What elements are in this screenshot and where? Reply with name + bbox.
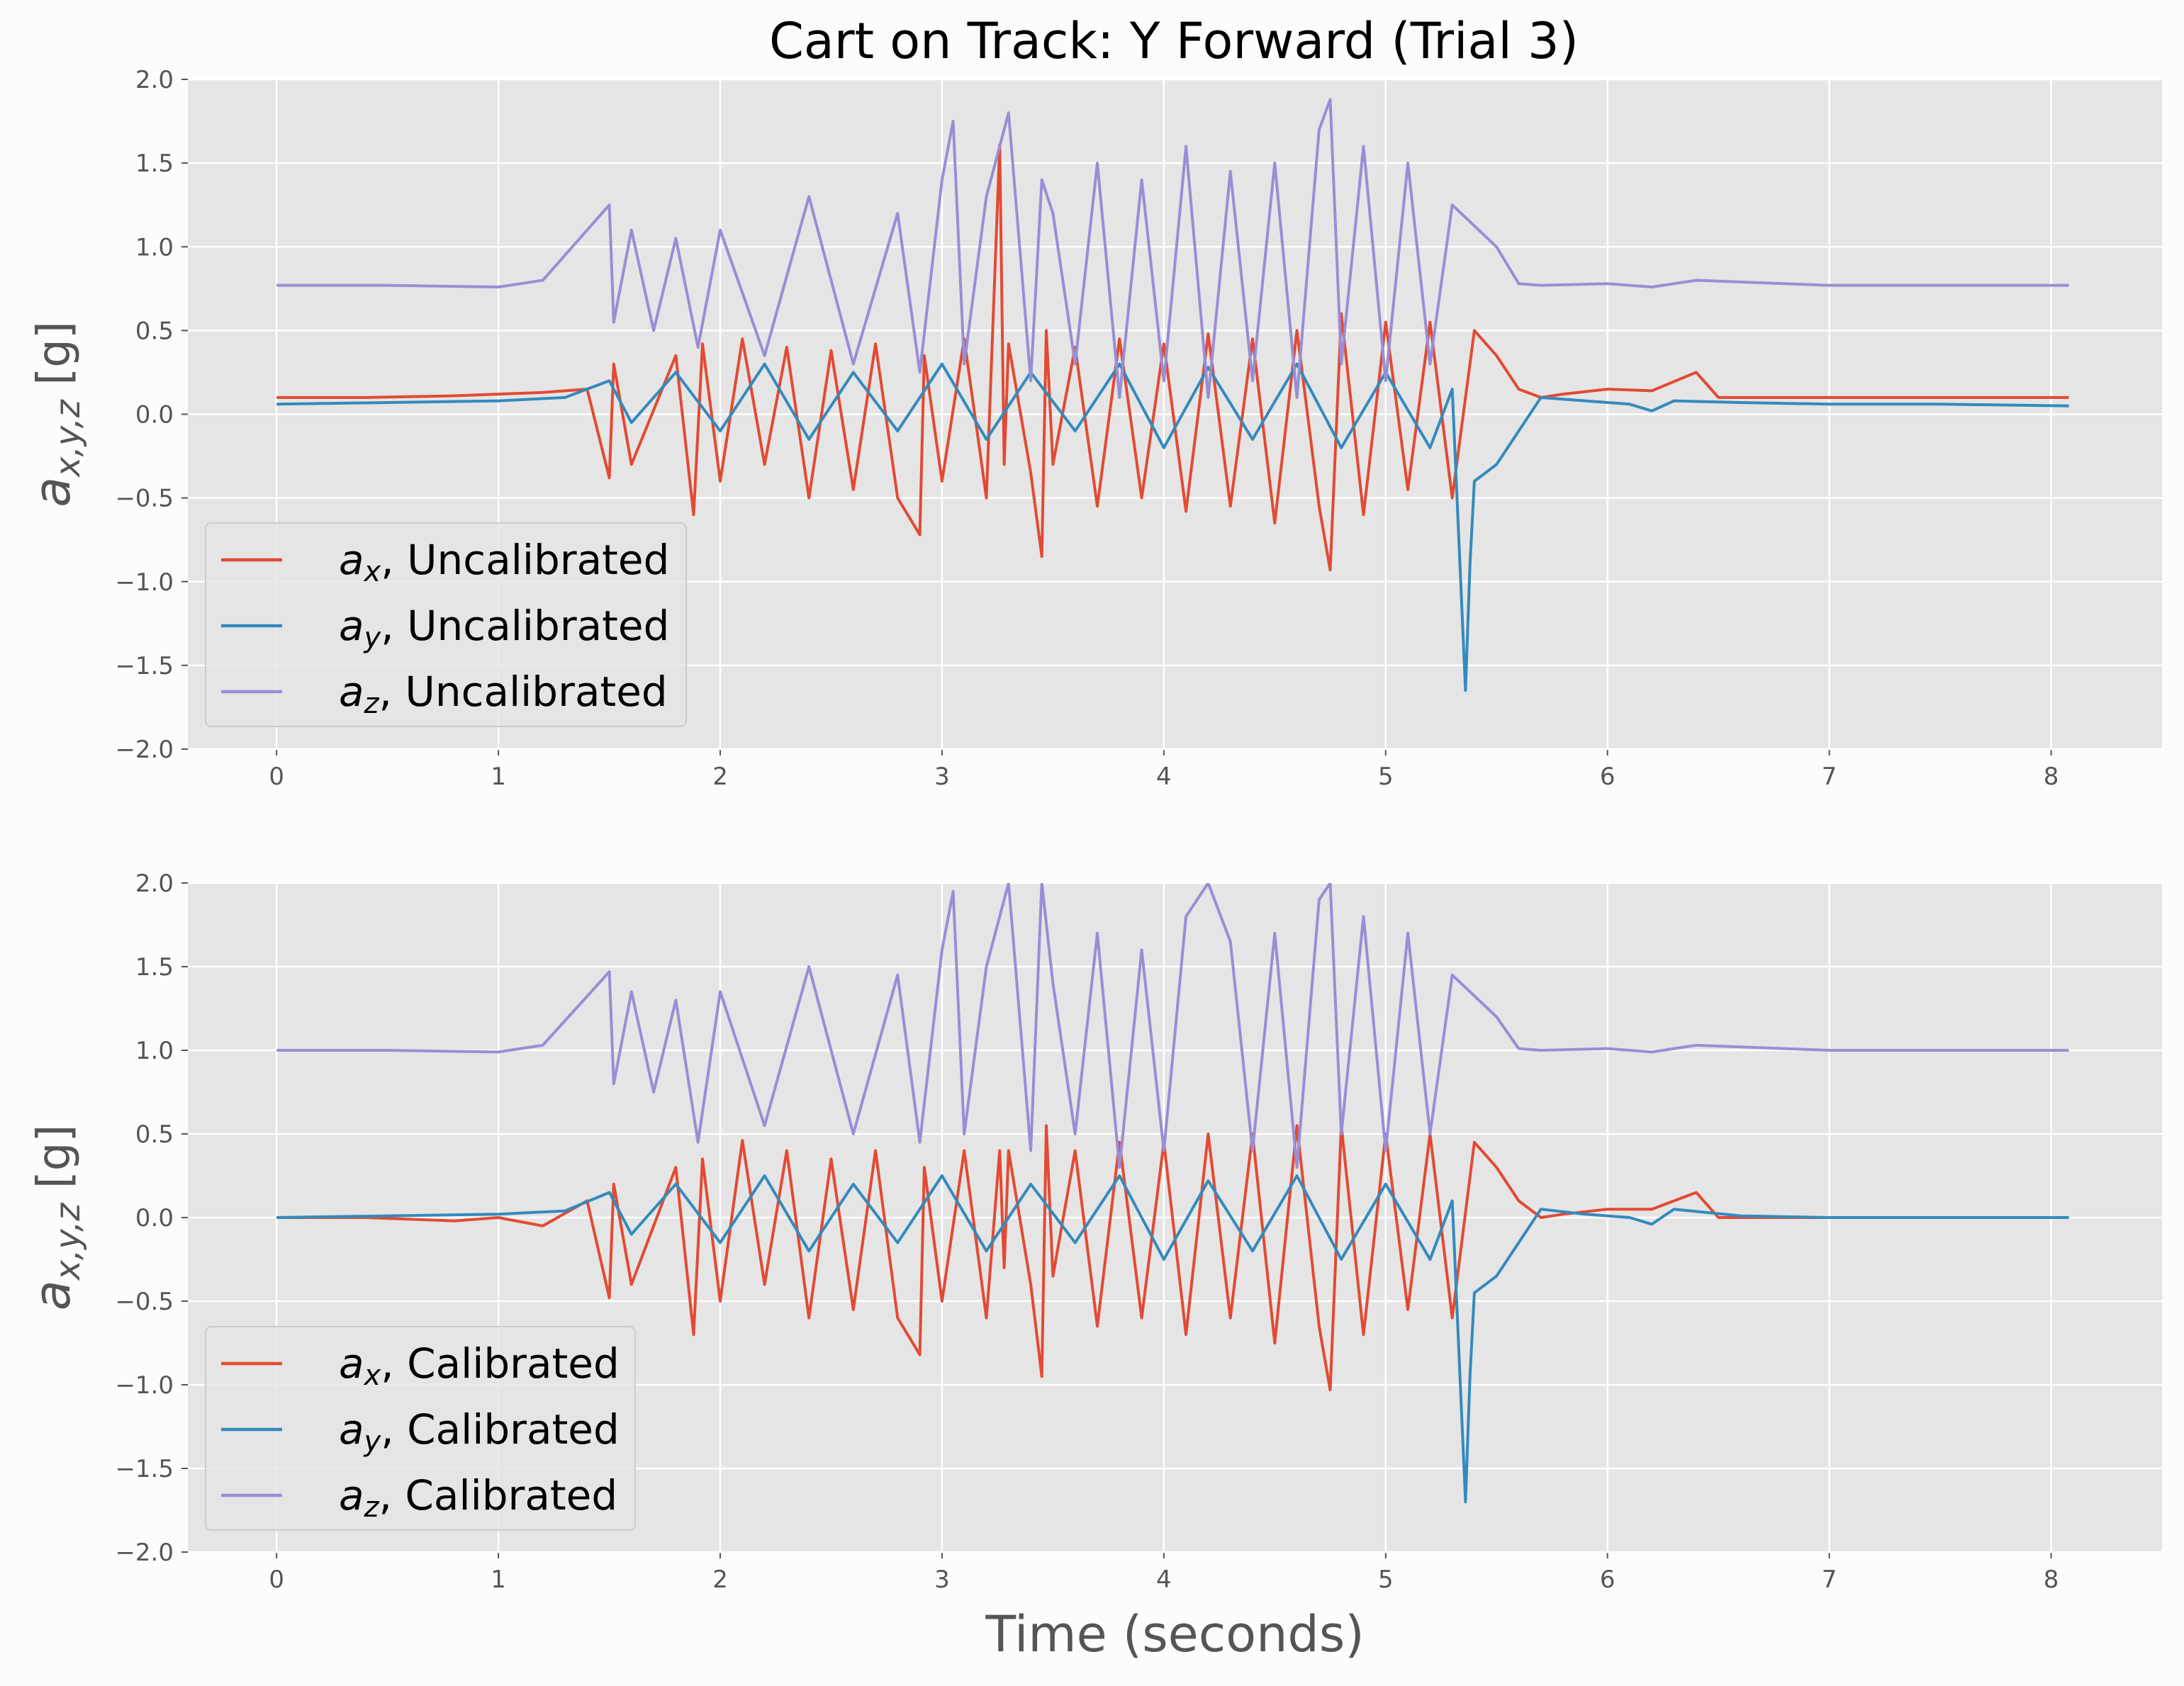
y-tick-label: 1.0 — [135, 233, 174, 262]
x-tick-label: 8 — [2044, 1566, 2059, 1594]
legend-label-z: az, Uncalibrated — [339, 668, 668, 720]
x-tick-label: 5 — [1378, 763, 1394, 791]
x-tick-label: 3 — [934, 763, 950, 791]
y-tick-label: 0.0 — [135, 1204, 174, 1232]
x-tick-label: 6 — [1600, 763, 1615, 791]
x-axis-label: Time (seconds) — [985, 1605, 1364, 1663]
x-tick-label: 7 — [1822, 1566, 1837, 1594]
y-tick-label: 0.5 — [135, 1120, 174, 1149]
series-line-y — [276, 1174, 2069, 1504]
y-tick-label: −1.5 — [115, 652, 174, 680]
legend: ax, Uncalibrated ay, Uncalibrated az, Unca… — [205, 522, 687, 727]
y-axis-label: ax,y,z [g] — [23, 321, 88, 507]
series-line-x — [276, 1124, 2069, 1392]
legend-label-x: ax, Uncalibrated — [339, 536, 669, 588]
x-tick-label: 4 — [1156, 763, 1172, 791]
x-tick-label: 6 — [1600, 1566, 1615, 1594]
y-tick-label: −1.0 — [115, 1371, 174, 1400]
y-tick-label: −2.0 — [115, 1539, 174, 1567]
y-tick-label: 0.0 — [135, 401, 174, 429]
legend-label-y: ay, Uncalibrated — [339, 602, 669, 654]
x-tick-label: 0 — [269, 763, 284, 791]
chart-title: Cart on Track: Y Forward (Trial 3) — [769, 12, 1579, 70]
y-tick-label: 2.0 — [135, 870, 174, 898]
x-tick-label: 7 — [1822, 763, 1837, 791]
y-tick-label: 2.0 — [135, 66, 174, 94]
y-tick-label: 1.5 — [135, 953, 174, 982]
legend-label-z: az, Calibrated — [339, 1471, 617, 1524]
top-panel: 0 1 2 3 4 5 6 7 8 −2.0 −1.5 −1.0 −0.5 0.0 0.5 1.0 1.5 2.0… — [23, 66, 2162, 791]
y-tick-label: −2.0 — [115, 736, 174, 764]
series-line-z — [276, 883, 2069, 1169]
x-tick-label: 1 — [491, 763, 506, 791]
y-tick-label: −1.0 — [115, 568, 174, 597]
x-tick-label: 2 — [712, 1566, 728, 1594]
x-tick-label: 8 — [2044, 763, 2059, 791]
y-tick-label: −0.5 — [115, 1288, 174, 1316]
legend-label-x: ax, Calibrated — [339, 1339, 620, 1392]
y-axis-label: ax,y,z [g] — [23, 1125, 88, 1311]
x-tick-label: 0 — [269, 1566, 284, 1594]
x-tick-label: 4 — [1156, 1566, 1172, 1594]
y-tick-label: −1.5 — [115, 1455, 174, 1483]
y-tick-label: 1.0 — [135, 1037, 174, 1065]
x-tick-label: 1 — [491, 1566, 506, 1594]
x-tick-label: 3 — [934, 1566, 950, 1594]
series-line-y — [276, 362, 2069, 692]
legend: ax, Calibrated ay, Calibrated az, Calibrat… — [205, 1326, 636, 1531]
legend-box — [205, 522, 687, 727]
y-tick-label: 0.5 — [135, 317, 174, 345]
legend-label-y: ay, Calibrated — [339, 1405, 620, 1458]
legend-box — [205, 1326, 636, 1531]
y-tick-label: 1.5 — [135, 150, 174, 178]
x-tick-label: 2 — [712, 763, 728, 791]
x-tick-label: 5 — [1378, 1566, 1394, 1594]
series-line-z — [276, 98, 2069, 399]
bottom-panel: 0 1 2 3 4 5 6 7 8 −2.0 −1.5 −1.0 −0.5 0.0 0.5 1.0 1.5 2.0… — [23, 870, 2162, 1663]
y-tick-label: −0.5 — [115, 485, 174, 513]
